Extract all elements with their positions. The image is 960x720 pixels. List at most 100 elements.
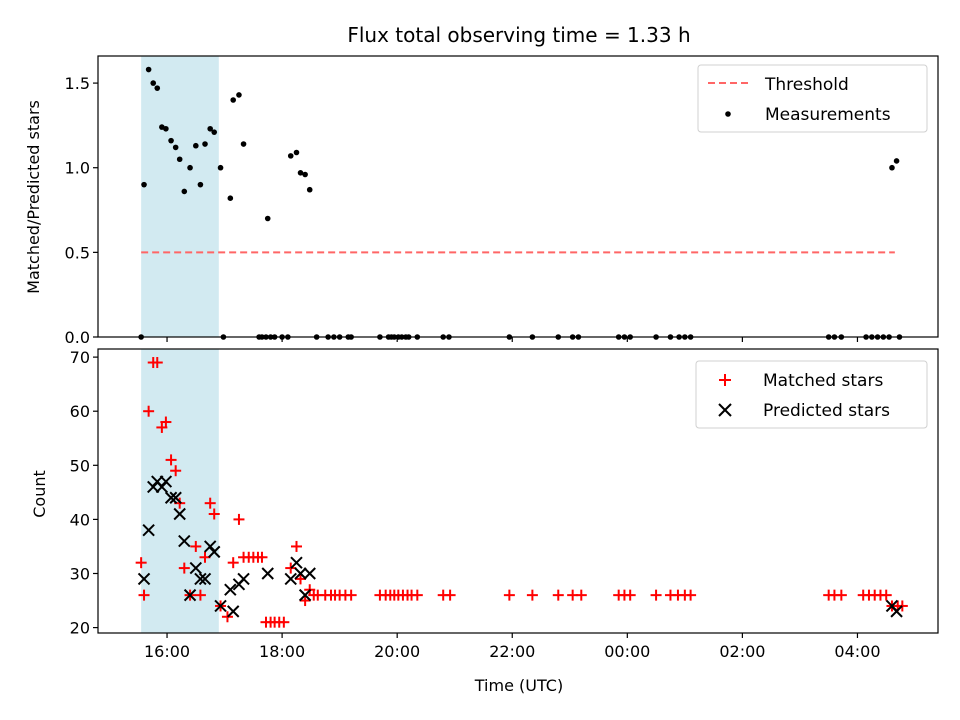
predicted-star-point-15 [208, 545, 221, 559]
predicted-star-point-12 [194, 572, 207, 586]
predicted-star-points [137, 475, 903, 618]
matched-star-point-55 [503, 589, 515, 601]
bottom-y-ticks: 20 30 40 50 60 70 [70, 348, 98, 638]
measurement-point-2 [150, 80, 157, 86]
measurement-point-25 [302, 171, 308, 178]
measurement-point-14 [207, 125, 213, 132]
bottom-xtick-label-6: 04:00 [834, 642, 880, 661]
matched-star-point-67 [685, 589, 697, 601]
predicted-star-point-1 [142, 524, 155, 537]
matched-star-point-62 [624, 589, 636, 601]
matched-star-point-8 [170, 465, 182, 477]
matched-star-point-15 [204, 497, 216, 509]
matched-star-point-78 [896, 600, 908, 612]
bottom-shaded-span [141, 349, 219, 633]
bottom-xtick-label-1: 18:00 [259, 642, 305, 661]
top-plot-frame [97, 55, 939, 338]
bottom-panel: 20 30 40 50 60 70 16:00 18:00 20:00 22:00 00:00 02… [30, 348, 939, 695]
measurement-point-28 [893, 158, 900, 164]
measurement-point-27 [889, 164, 895, 171]
predicted-star-point-5 [159, 475, 173, 488]
bottom-legend-box [695, 360, 928, 429]
matched-star-point-59 [575, 589, 587, 601]
predicted-star-point-25 [298, 588, 312, 602]
bottom-ytick-label-1: 30 [70, 564, 90, 583]
matched-star-point-16 [208, 508, 220, 520]
legend-matched-label: Matched stars [763, 371, 883, 391]
measurement-point-5 [163, 125, 169, 132]
top-y-axis-label: Matched/Predicted stars [24, 100, 43, 294]
bottom-ytick-label-4: 60 [70, 402, 90, 421]
measurement-point-0 [141, 181, 147, 188]
predicted-star-point-16 [214, 599, 227, 613]
matched-star-point-18 [221, 611, 233, 623]
measurement-point-12 [197, 181, 204, 188]
measurement-point-22 [287, 153, 294, 159]
bottom-xtick-label-4: 00:00 [604, 642, 650, 661]
matched-star-point-54 [444, 589, 456, 601]
bottom-span-rect [141, 349, 219, 633]
measurement-point-13 [202, 141, 208, 147]
legend-measurements-label: Measurements [765, 105, 891, 125]
predicted-star-point-20 [237, 572, 250, 586]
top-ytick-label-0: 0.0 [65, 328, 90, 347]
top-ytick-label-1: 0.5 [65, 243, 90, 262]
predicted-star-point-24 [294, 567, 307, 580]
measurement-point-1 [145, 66, 152, 73]
measurement-point-23 [293, 149, 300, 156]
top-legend: Threshold Measurements [697, 64, 928, 133]
predicted-star-point-0 [137, 572, 151, 586]
measurement-point-24 [297, 170, 304, 176]
bottom-ytick-label-5: 70 [70, 348, 90, 367]
matched-star-point-34 [299, 595, 311, 607]
legend-threshold-label: Threshold [764, 75, 849, 95]
measurement-point-26 [306, 186, 313, 193]
matched-star-point-56 [526, 589, 538, 601]
measurement-point-10 [187, 164, 193, 171]
predicted-star-point-8 [173, 507, 186, 521]
measurement-point-9 [181, 188, 188, 195]
matched-star-point-63 [650, 589, 662, 601]
top-legend-box [697, 64, 928, 133]
matched-star-point-57 [552, 589, 564, 601]
predicted-star-point-23 [290, 556, 303, 569]
chart-title: Flux total observing time = 1.33 h [347, 23, 690, 47]
matched-star-point-25 [256, 551, 268, 563]
predicted-star-point-21 [261, 567, 274, 580]
predicted-star-point-6 [164, 491, 178, 504]
matched-star-point-31 [285, 562, 297, 574]
bottom-xtick-label-3: 22:00 [489, 642, 535, 661]
bottom-y-axis-label: Count [30, 470, 49, 518]
measurement-point-11 [193, 142, 199, 149]
bottom-xtick-label-5: 02:00 [719, 642, 765, 661]
top-panel: 0.0 0.5 1.0 1.5 Matched/Predicted stars Thr… [24, 55, 939, 347]
predicted-star-point-26 [303, 567, 316, 580]
legend-measurements-swatch [725, 111, 731, 117]
matched-star-point-20 [233, 513, 245, 525]
bottom-ytick-label-0: 20 [70, 619, 90, 638]
legend-matched-swatch [719, 374, 731, 386]
predicted-star-point-13 [198, 572, 212, 586]
matched-star-point-75 [880, 589, 892, 601]
matched-star-point-4 [151, 357, 163, 369]
matched-star-point-1 [138, 589, 150, 601]
matched-star-point-2 [143, 405, 155, 417]
matched-star-point-19 [227, 557, 239, 569]
bottom-ytick-label-3: 50 [70, 456, 90, 475]
predicted-star-point-22 [284, 572, 297, 586]
bottom-plot-frame [97, 348, 939, 634]
measurement-point-18 [230, 97, 237, 103]
matched-star-point-70 [835, 589, 847, 601]
x-axis-label: Time (UTC) [474, 676, 563, 695]
top-y-ticks: 0.0 0.5 1.0 1.5 [65, 74, 98, 347]
measurement-point-6 [168, 137, 174, 144]
predicted-star-point-7 [169, 491, 182, 504]
top-ytick-label-2: 1.0 [65, 159, 90, 178]
bottom-ytick-label-2: 40 [70, 510, 90, 529]
measurement-point-17 [227, 195, 234, 201]
matched-star-point-7 [165, 454, 177, 466]
measurement-point-20 [240, 141, 247, 147]
matched-star-point-6 [160, 416, 172, 428]
top-span-rect [141, 56, 219, 337]
